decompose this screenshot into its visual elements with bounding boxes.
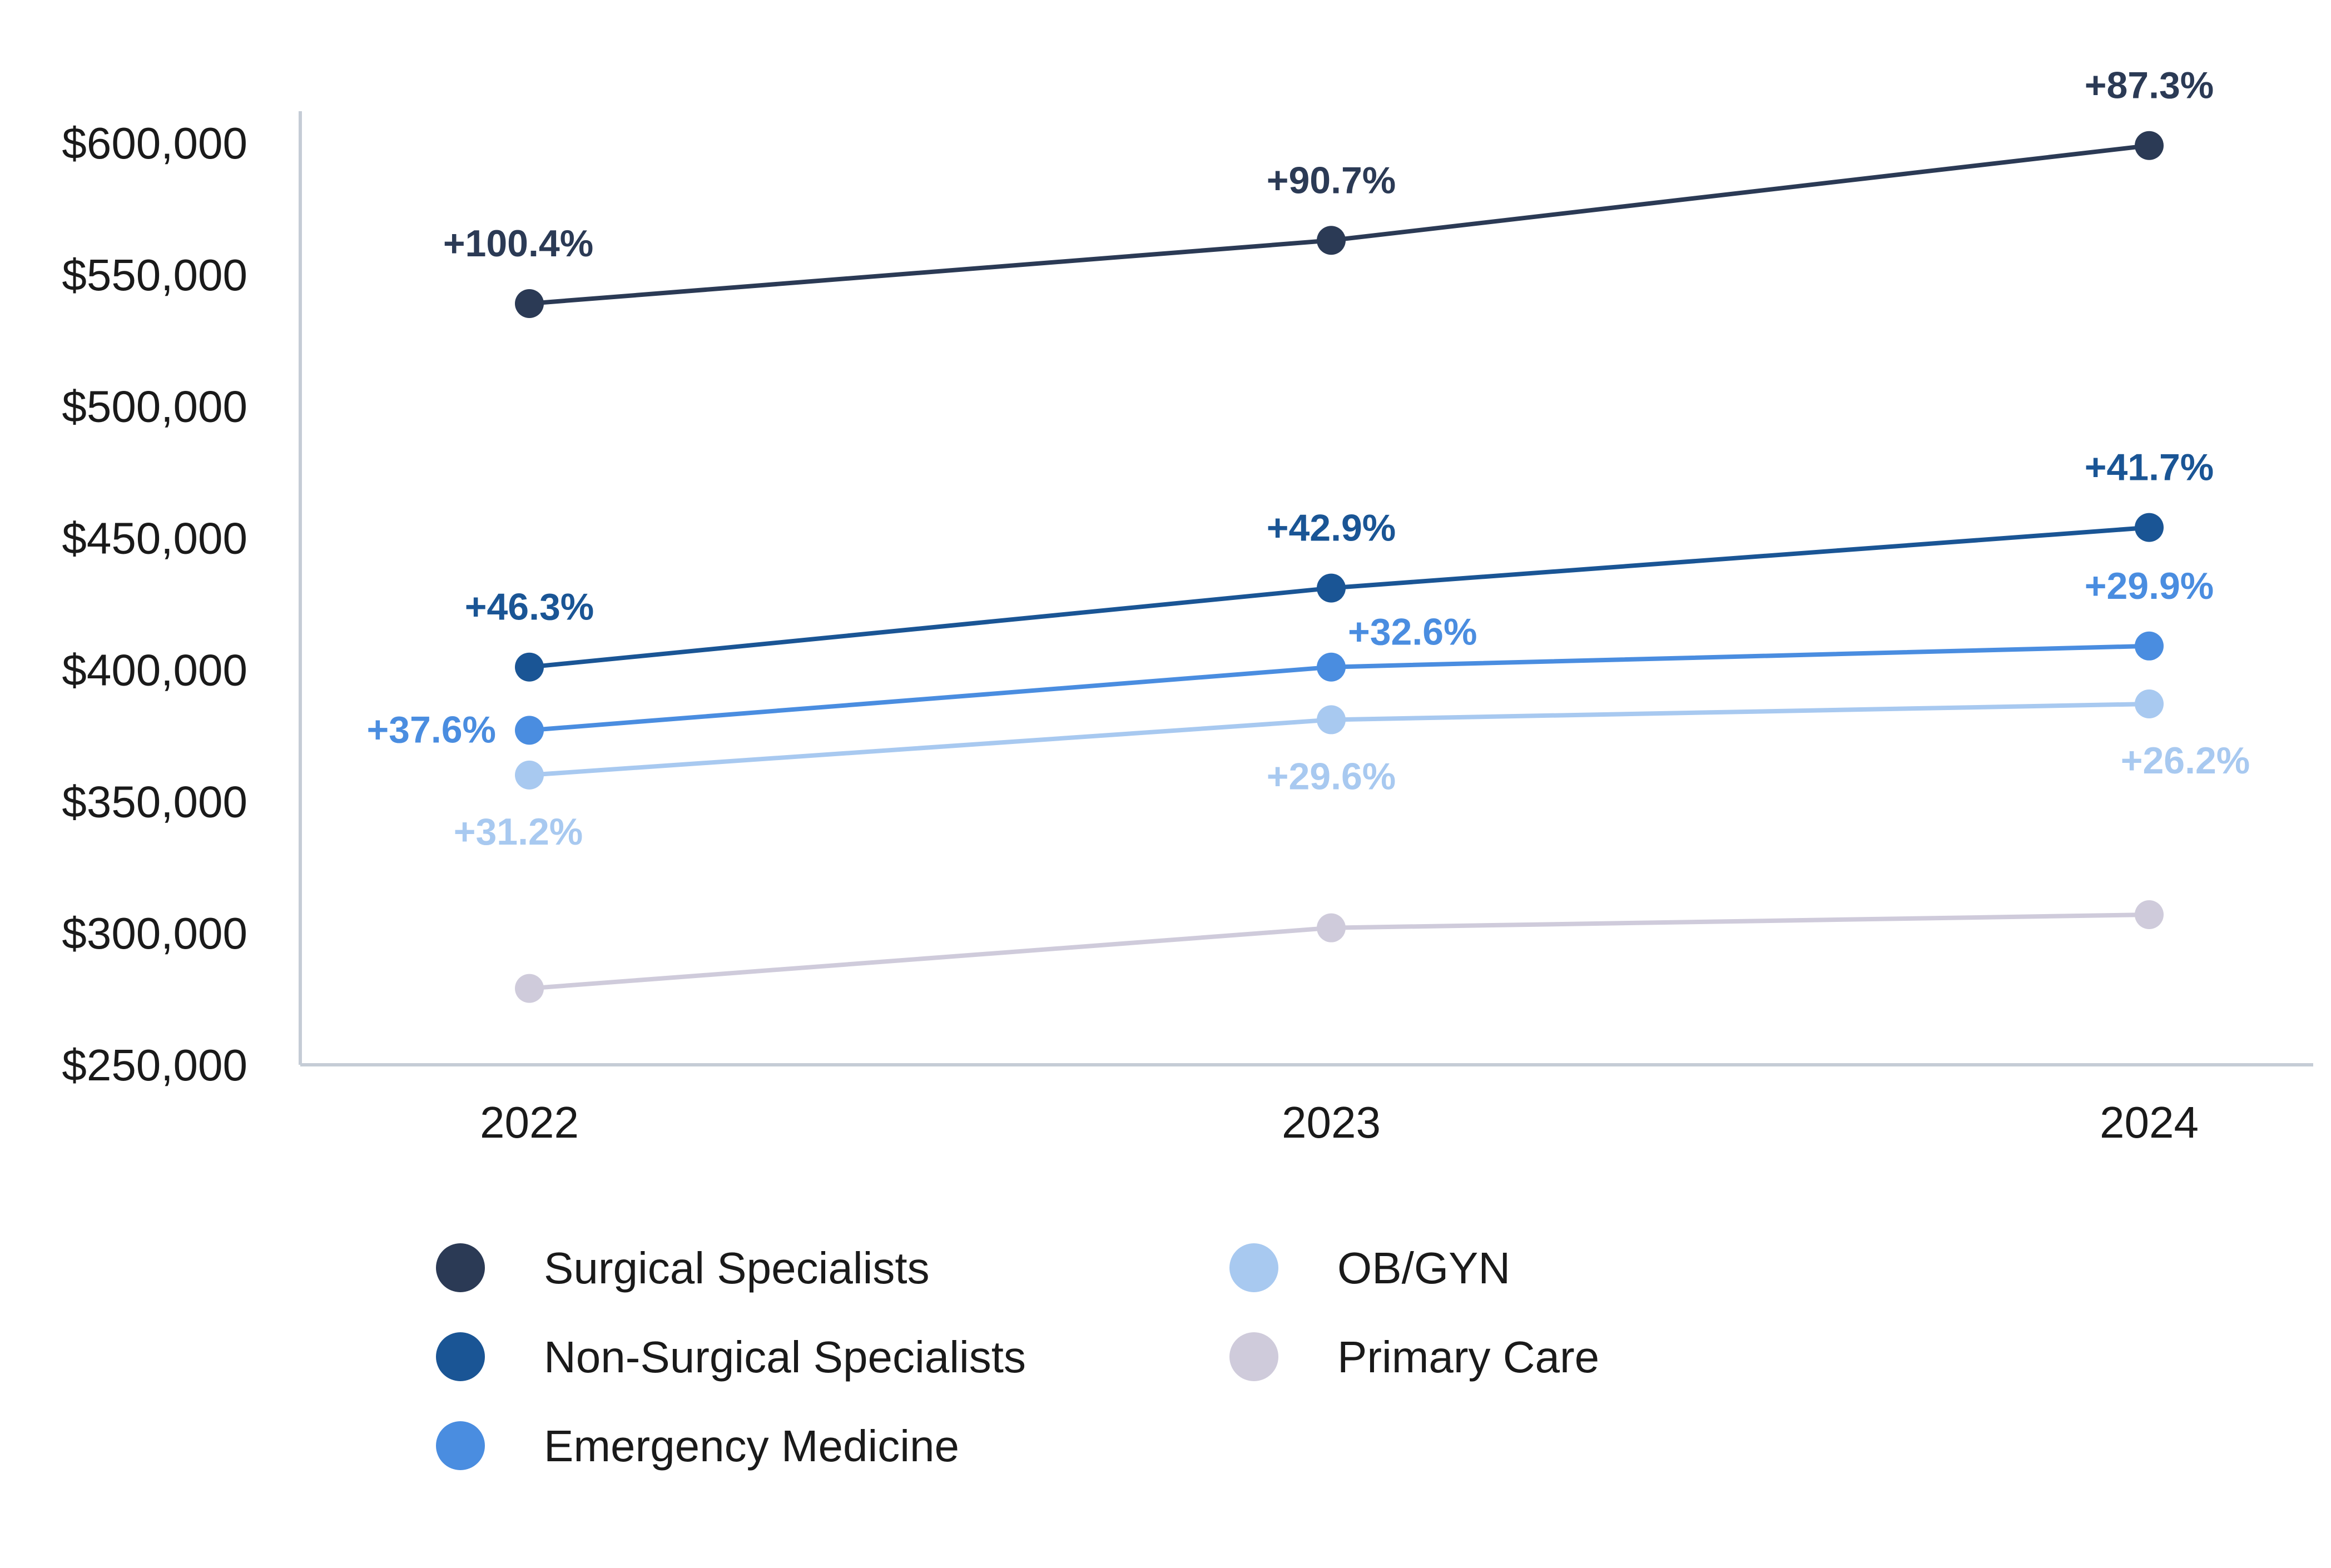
data-label: +42.9% — [1267, 507, 1396, 549]
y-tick-label: $300,000 — [62, 909, 247, 958]
data-point — [515, 760, 544, 790]
data-label: +90.7% — [1267, 159, 1396, 201]
x-tick-label: 2022 — [480, 1098, 579, 1147]
data-label: +100.4% — [443, 222, 593, 265]
legend-marker — [1229, 1332, 1278, 1381]
y-axis: $250,000 $300,000 $350,000 $400,000 $450,000… — [62, 111, 302, 1090]
legend-label: Surgical Specialists — [544, 1243, 930, 1293]
data-label: +31.2% — [454, 811, 583, 853]
data-label: +46.3% — [465, 586, 594, 628]
data-point — [2135, 689, 2164, 719]
data-point — [2135, 900, 2164, 929]
data-labels: +31.2% +29.6% +26.2% +37.6% +32.6% +29.9% +46.… — [366, 64, 2250, 853]
y-tick-label: $500,000 — [62, 382, 247, 431]
data-label: +29.6% — [1267, 755, 1396, 797]
legend-label: Emergency Medicine — [544, 1421, 959, 1471]
data-point — [2135, 513, 2164, 542]
data-label: +41.7% — [2085, 446, 2214, 489]
data-point — [515, 289, 544, 318]
data-point — [515, 716, 544, 745]
data-label: +87.3% — [2085, 64, 2214, 107]
data-label: +26.2% — [2121, 740, 2250, 782]
x-tick-label: 2023 — [1282, 1098, 1381, 1147]
legend-marker — [436, 1421, 485, 1470]
y-tick-label: $450,000 — [62, 514, 247, 563]
data-point — [2135, 131, 2164, 160]
y-tick-label: $550,000 — [62, 250, 247, 300]
legend-label: Non-Surgical Specialists — [544, 1332, 1026, 1382]
x-axis: 2022 2023 2024 — [300, 1063, 2313, 1147]
data-point — [515, 652, 544, 682]
data-label: +32.6% — [1348, 611, 1477, 653]
data-label: +37.6% — [366, 708, 496, 751]
y-tick-label: $250,000 — [62, 1040, 247, 1090]
y-tick-label: $350,000 — [62, 777, 247, 826]
data-point — [515, 974, 544, 1003]
legend-marker — [436, 1332, 485, 1381]
y-tick-label: $600,000 — [62, 118, 247, 168]
series-lines — [515, 131, 2164, 1003]
legend-label: OB/GYN — [1337, 1243, 1510, 1293]
x-tick-label: 2024 — [2100, 1098, 2199, 1147]
data-point — [1317, 573, 1346, 603]
data-point — [1317, 705, 1346, 735]
data-point — [1317, 226, 1346, 255]
data-point — [1317, 652, 1346, 682]
data-point — [1317, 913, 1346, 942]
data-label: +29.9% — [2085, 565, 2214, 607]
legend-marker — [436, 1243, 485, 1292]
y-tick-label: $400,000 — [62, 645, 247, 694]
legend-label: Primary Care — [1337, 1332, 1599, 1382]
legend-marker — [1229, 1243, 1278, 1292]
data-point — [2135, 631, 2164, 661]
legend: Surgical Specialists Non-Surgical Special… — [436, 1243, 1599, 1471]
